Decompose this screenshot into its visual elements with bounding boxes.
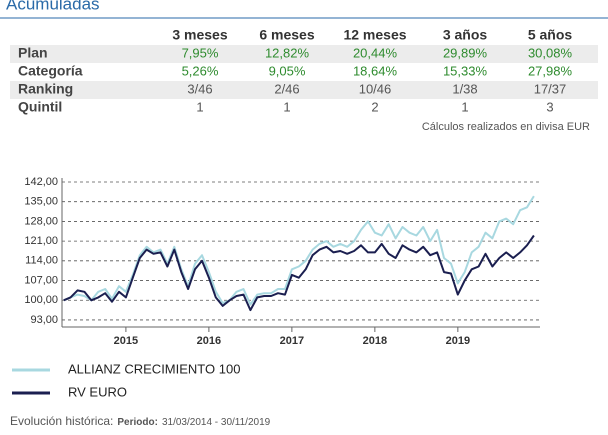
column-header: 3 años — [443, 27, 488, 43]
column-header: 3 meses — [172, 27, 227, 43]
table-cell: 9,05% — [269, 63, 306, 78]
x-tick-label: 2018 — [363, 335, 387, 347]
y-tick-label: 114,00 — [25, 255, 58, 267]
table-cell: 20,44% — [353, 45, 398, 60]
y-tick-label: 142,00 — [24, 176, 58, 188]
y-tick-label: 121,00 — [24, 235, 58, 247]
y-tick-label: 135,00 — [24, 196, 58, 208]
footer-period: 31/03/2014 - 30/11/2019 — [162, 417, 271, 428]
y-tick-label: 107,00 — [24, 274, 58, 286]
x-tick-label: 2019 — [446, 335, 470, 347]
column-header: 5 años — [528, 27, 573, 43]
table-cell: 15,33% — [443, 63, 488, 78]
table-cell: 3/46 — [187, 81, 212, 96]
y-tick-label: 128,00 — [24, 215, 58, 227]
table-cell: 27,98% — [528, 63, 573, 78]
series-line — [63, 195, 535, 306]
row-label: Categoría — [18, 63, 83, 79]
column-header: 12 meses — [343, 27, 406, 43]
column-header: 6 meses — [259, 27, 314, 43]
table-cell: 1 — [461, 99, 468, 114]
table-cell: 12,82% — [265, 45, 310, 60]
series-line — [63, 234, 535, 312]
row-background — [10, 81, 598, 99]
x-tick-label: 2017 — [280, 335, 304, 347]
y-tick-label: 93,00 — [30, 314, 58, 326]
table-cell: 7,95% — [182, 45, 219, 60]
table-cell: 2/46 — [274, 81, 299, 96]
legend-label: RV EURO — [68, 384, 127, 399]
table-cell: 3 — [546, 99, 553, 114]
table-cell: 17/37 — [534, 81, 567, 96]
table-cell: 30,08% — [528, 45, 573, 60]
row-label: Quintil — [18, 99, 62, 115]
table-cell: 29,89% — [443, 45, 488, 60]
legend-label: ALLIANZ CRECIMIENTO 100 — [68, 361, 240, 376]
table-cell: 1 — [196, 99, 203, 114]
section-title: Acumuladas — [6, 0, 100, 13]
row-label: Plan — [18, 45, 48, 61]
row-label: Ranking — [18, 81, 73, 97]
footer-text: Evolución histórica: — [10, 414, 113, 428]
table-cell: 1 — [283, 99, 290, 114]
table-cell: 18,64% — [353, 63, 398, 78]
row-background — [10, 45, 598, 63]
x-tick-label: 2015 — [114, 335, 138, 347]
table-note: Cálculos realizados en divisa EUR — [422, 121, 590, 133]
table-cell: 10/46 — [359, 81, 392, 96]
x-tick-label: 2016 — [197, 335, 221, 347]
footer-label: Evolución histórica: Periodo: 31/03/2014 -… — [10, 414, 271, 428]
y-tick-label: 100,00 — [24, 294, 58, 306]
table-cell: 2 — [371, 99, 378, 114]
table-cell: 5,26% — [182, 63, 219, 78]
footer-period-label: Periodo: — [117, 417, 158, 428]
table-cell: 1/38 — [452, 81, 477, 96]
